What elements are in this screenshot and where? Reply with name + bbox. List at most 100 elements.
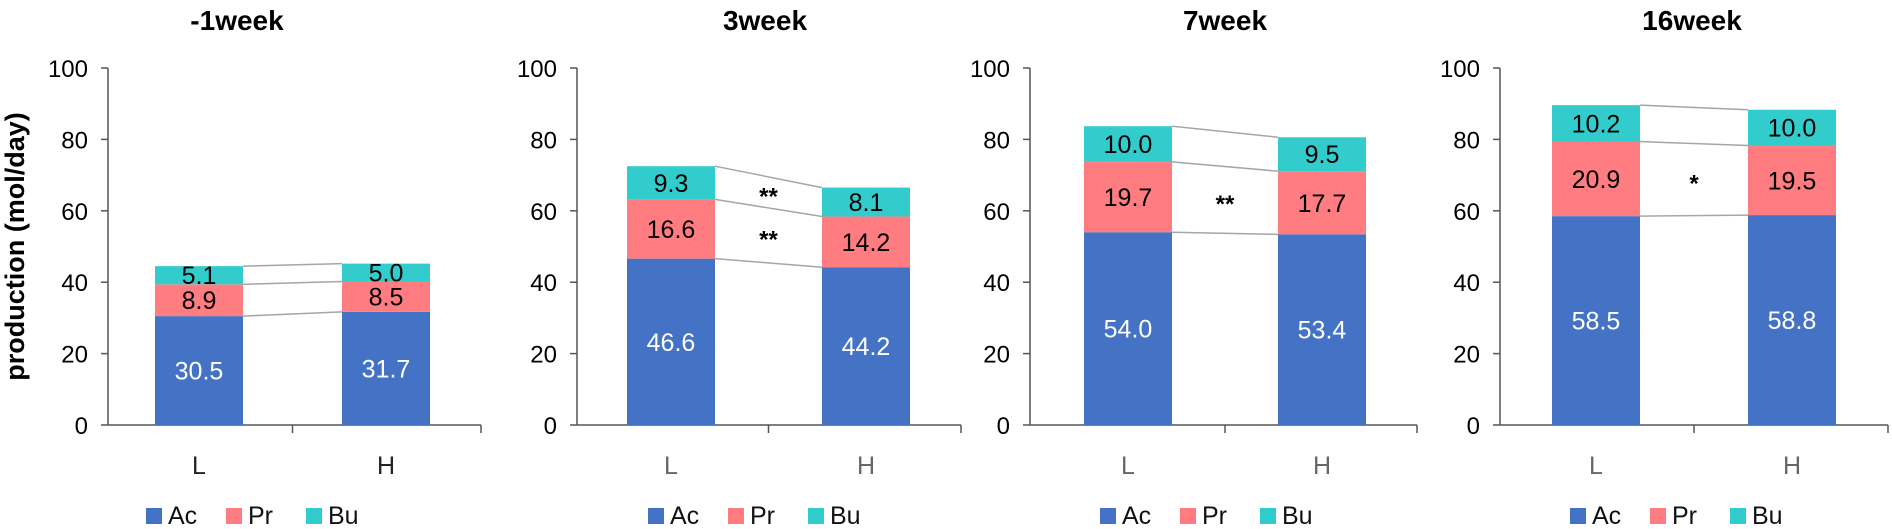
significance-marker: ** (759, 183, 778, 210)
bar-pr-h (342, 281, 430, 312)
x-tick-label: H (1783, 452, 1801, 480)
data-label: 53.4 (1298, 317, 1347, 345)
data-label: 54.0 (1104, 316, 1153, 344)
y-tick-label: 40 (61, 270, 88, 297)
series-connector-line (242, 262, 343, 267)
x-tick-label: L (1589, 452, 1603, 480)
bar-pr-l (627, 199, 715, 259)
legend-swatch-pr (728, 508, 744, 524)
data-label: 10.0 (1104, 131, 1153, 159)
bar-pr-l (1552, 141, 1640, 217)
y-tick-label: 80 (983, 127, 1010, 154)
bar-bu-l (1552, 105, 1640, 142)
bar-bu-h (1748, 109, 1836, 146)
y-tick-label: 100 (517, 56, 557, 83)
legend-swatch-pr (1650, 508, 1666, 524)
data-label: 10.2 (1572, 110, 1621, 138)
y-tick-label: 100 (970, 56, 1010, 83)
bar-bu-h (822, 187, 910, 217)
data-label: 58.8 (1768, 307, 1817, 335)
legend-swatch-bu (306, 508, 322, 524)
y-tick-label: 20 (61, 342, 88, 369)
y-tick-label: 0 (544, 413, 557, 440)
data-label: 19.5 (1768, 167, 1817, 195)
series-connector-line (1639, 140, 1749, 147)
legend-label: Ac (670, 502, 699, 529)
data-label: 44.2 (842, 333, 891, 361)
bar-ac-l (155, 316, 243, 425)
legend-label: Ac (168, 502, 197, 529)
series-connector-line (714, 165, 823, 189)
bar-ac-l (1552, 216, 1640, 425)
y-tick-label: 20 (983, 342, 1010, 369)
chart-title: 16week (1642, 5, 1742, 36)
series-connector-line (1639, 214, 1749, 217)
data-label: 20.9 (1572, 166, 1621, 194)
legend-label: Ac (1592, 502, 1621, 529)
y-tick-label: 80 (61, 127, 88, 154)
x-tick-label: H (1313, 452, 1331, 480)
series-connector-line (1639, 104, 1749, 111)
x-tick-label: H (857, 452, 875, 480)
data-label: 14.2 (842, 229, 891, 257)
bar-pr-l (1084, 161, 1172, 233)
bar-bu-h (1278, 137, 1366, 172)
legend-label: Bu (830, 502, 861, 529)
series-connector-line (714, 198, 823, 218)
series-connector-line (1171, 231, 1279, 236)
legend-swatch-ac (146, 508, 162, 524)
bar-ac-h (822, 267, 910, 425)
bar-bu-l (1084, 126, 1172, 162)
y-tick-label: 100 (1440, 56, 1480, 83)
bar-pr-l (155, 284, 243, 317)
y-tick-label: 40 (530, 270, 557, 297)
legend-label: Ac (1122, 502, 1151, 529)
data-label: 30.5 (175, 358, 224, 386)
legend-swatch-ac (648, 508, 664, 524)
series-connector-line (714, 257, 823, 268)
data-label: 5.0 (369, 260, 404, 288)
legend-swatch-pr (226, 508, 242, 524)
x-tick-label: L (664, 452, 678, 480)
legend-swatch-bu (808, 508, 824, 524)
legend-label: Bu (1282, 502, 1313, 529)
chart-panel-3: 16week 0 20 40 60 80 100 58.5 20.9 10.2 L 58.8 19.5 1… (1440, 5, 1889, 529)
bar-bu-l (155, 266, 243, 285)
significance-marker: ** (1216, 191, 1235, 218)
data-label: 31.7 (362, 355, 411, 383)
bar-ac-h (342, 311, 430, 425)
data-label: 8.1 (849, 189, 884, 217)
y-tick-label: 80 (530, 127, 557, 154)
legend-swatch-bu (1260, 508, 1276, 524)
legend-swatch-ac (1570, 508, 1586, 524)
data-label: 5.1 (182, 262, 217, 290)
y-tick-label: 0 (75, 413, 88, 440)
chart-panel-2: 7week 0 20 40 60 80 100 54.0 19.7 10.0 L 53.4 17.7 9.… (970, 5, 1418, 529)
data-label: 19.7 (1104, 184, 1153, 212)
bar-ac-h (1748, 215, 1836, 425)
x-tick-label: L (1121, 452, 1135, 480)
bar-pr-h (1278, 171, 1366, 235)
series-connector-line (242, 280, 343, 286)
significance-marker: ** (759, 226, 778, 253)
chart-title: 7week (1183, 5, 1267, 36)
y-tick-label: 20 (1453, 342, 1480, 369)
series-connector-line (1171, 125, 1279, 139)
bar-bu-l (627, 166, 715, 200)
y-tick-label: 0 (1467, 413, 1480, 440)
data-label: 46.6 (647, 329, 696, 357)
y-tick-label: 80 (1453, 127, 1480, 154)
series-connector-line (1171, 161, 1279, 172)
data-label: 8.5 (369, 284, 404, 312)
y-tick-label: 40 (1453, 270, 1480, 297)
chart-panel-1: 3week 0 20 40 60 80 100 46.6 16.6 9.3 L 44.2 14.2 8.1… (517, 5, 962, 529)
bar-ac-l (627, 258, 715, 425)
data-label: 16.6 (647, 216, 696, 244)
bar-pr-h (822, 216, 910, 268)
legend-label: Bu (1752, 502, 1783, 529)
series-connector-line (242, 311, 343, 317)
data-label: 9.3 (654, 170, 689, 198)
data-label: 17.7 (1298, 190, 1347, 218)
chart-title: -1week (190, 5, 284, 36)
